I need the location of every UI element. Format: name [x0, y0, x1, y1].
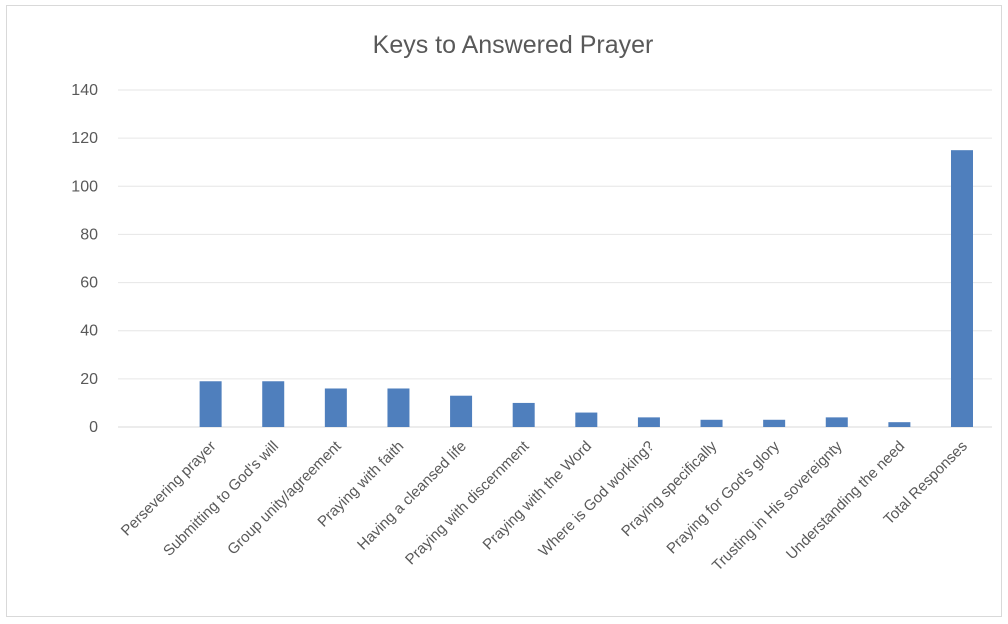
bar [637, 417, 660, 427]
y-tick-label: 80 [80, 226, 98, 243]
y-tick-label: 60 [80, 275, 98, 292]
y-tick-label: 140 [71, 82, 98, 99]
y-tick-label: 40 [80, 323, 98, 340]
x-tick-label: Having a cleansed life [354, 438, 470, 554]
x-tick-label: Understanding the need [783, 438, 908, 563]
gridlines [118, 89, 992, 428]
bar [575, 412, 598, 427]
bar [512, 402, 535, 427]
bar [888, 422, 911, 427]
y-tick-label: 100 [71, 178, 98, 195]
bar [825, 417, 848, 427]
bar [450, 395, 473, 427]
bars [199, 150, 973, 427]
y-tick-label: 120 [71, 130, 98, 147]
x-tick-label: Where is God working? [535, 438, 657, 560]
y-axis-ticks: 0 20 40 60 80 100 120 140 [71, 82, 98, 436]
x-tick-label: Praying with the Word [480, 438, 596, 554]
x-tick-label: Praying with discernment [402, 437, 533, 568]
bar [262, 381, 285, 427]
bar [700, 419, 723, 427]
y-tick-label: 20 [80, 371, 98, 388]
y-tick-label: 0 [89, 419, 98, 436]
bar [387, 388, 410, 427]
bar [951, 150, 973, 427]
bar [199, 381, 222, 427]
bar [763, 419, 786, 427]
bar [324, 388, 347, 427]
x-tick-label: Trusting in His sovereignty [709, 437, 846, 574]
chart-title: Keys to Answered Prayer [373, 31, 654, 59]
x-tick-label: Group unity/agreement [224, 437, 345, 558]
x-tick-label: Praying for God's glory [663, 437, 783, 557]
chart-frame [6, 5, 1002, 617]
x-tick-label: Submitting to God's will [160, 438, 282, 560]
